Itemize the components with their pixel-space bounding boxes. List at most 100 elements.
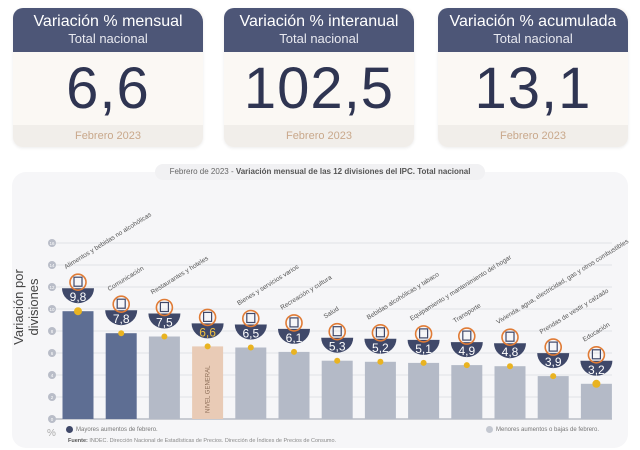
category-label: Recreación y cultura (279, 274, 333, 312)
category-label: Transporte (452, 302, 482, 325)
bar-dot (247, 344, 254, 351)
division-icon-detail (548, 341, 558, 352)
division-icon (155, 298, 174, 317)
division-icon-detail (203, 311, 213, 322)
division-icon-detail (159, 301, 169, 313)
bar-dot (377, 358, 384, 365)
card-subtitle: Total nacional (493, 31, 573, 46)
legend-low: Menores aumentos o bajas de febrero. (486, 426, 599, 433)
card-title: Variación % acumulada (449, 13, 617, 30)
unit-label: % (47, 428, 56, 439)
general-bar-label: NIVEL GENERAL (206, 365, 212, 413)
y-tick-marker (48, 327, 56, 335)
category-label: Restaurantes y hoteles (150, 255, 211, 297)
bar (494, 366, 526, 419)
division-icon (371, 323, 390, 342)
bar-dot (463, 362, 470, 369)
value-badge (278, 328, 310, 344)
division-icon (285, 314, 303, 332)
category-label: Comunicación (107, 265, 146, 293)
division-icon-detail (462, 330, 472, 341)
division-icon (198, 308, 217, 327)
division-icon (501, 328, 519, 347)
value-badge (364, 338, 397, 354)
bar-dot (74, 307, 82, 316)
value-badge (494, 343, 526, 359)
y-tick-label: 14 (49, 263, 55, 268)
division-icon (69, 273, 87, 292)
bar (278, 351, 310, 419)
bar (321, 360, 353, 419)
division-icon-detail (505, 331, 515, 342)
legend-dot-high (66, 426, 73, 433)
card-title: Variación % interanual (239, 13, 399, 30)
division-icon (414, 325, 433, 343)
division-icon-detail (289, 317, 299, 328)
value-badge (407, 339, 440, 355)
value-label: 5,1 (415, 342, 432, 356)
bar (105, 333, 137, 419)
division-icon (544, 338, 563, 356)
y-tick-marker (48, 349, 56, 357)
card-monthly: Variación % mensual Total nacional 6,6 Fe… (13, 8, 203, 147)
category-label: Vivienda, agua, electricidad, gas y otro… (495, 238, 630, 326)
card-value: 13,1 (474, 56, 592, 121)
value-badge (450, 342, 483, 358)
chart-title-date: Febrero de 2023 - (169, 167, 236, 176)
card-value: 102,5 (243, 56, 395, 121)
bar (408, 362, 440, 419)
category-label: Salud (323, 305, 341, 320)
division-icon (112, 295, 130, 314)
value-badge (234, 324, 267, 340)
y-tick-marker (48, 305, 56, 313)
source-text: INDEC. Dirección Nacional de Estadística… (87, 438, 337, 444)
bar (451, 365, 483, 419)
y-tick-label: 8 (51, 329, 54, 334)
category-label: Bebidas alcohólicas y tabaco (366, 271, 441, 322)
bar (148, 336, 180, 419)
value-label: 7,5 (156, 316, 173, 330)
bar-dot (420, 359, 427, 366)
bar-dot (334, 357, 341, 364)
bar (537, 376, 569, 419)
value-label: 3,9 (545, 355, 562, 369)
division-icon-detail (246, 312, 256, 324)
card-cumulative: Variación % acumulada Total nacional 13,1… (438, 8, 628, 147)
card-period: Febrero 2023 (13, 125, 203, 147)
division-icon-detail (419, 328, 429, 339)
y-tick-label: 10 (49, 307, 55, 312)
bar-dot (550, 373, 557, 380)
bar (192, 346, 224, 419)
source-note: Fuente: INDEC. Dirección Nacional de Est… (68, 438, 336, 444)
y-tick-marker (48, 261, 56, 269)
category-label: Educación (582, 321, 612, 343)
value-label: 3,2 (588, 363, 605, 377)
division-icon-detail (116, 298, 126, 309)
y-tick-marker (48, 415, 56, 423)
legend-high-label: Mayores aumentos de febrero. (76, 426, 158, 433)
division-icon (242, 309, 260, 328)
bar (62, 311, 94, 419)
division-icon-detail (332, 326, 342, 337)
division-icon-detail (375, 327, 385, 338)
bar (364, 361, 396, 419)
division-icon (457, 327, 476, 345)
y-tick-label: 6 (51, 351, 54, 356)
legend-low-label: Menores aumentos o bajas de febrero. (496, 426, 600, 433)
legend-dot-low (486, 426, 493, 433)
y-tick-marker (48, 239, 56, 247)
card-subtitle: Total nacional (279, 31, 359, 46)
value-label: 6,1 (286, 331, 303, 345)
division-icon (328, 322, 347, 341)
value-label: 4,9 (458, 344, 475, 358)
value-label: 6,5 (242, 327, 259, 341)
value-label: 5,3 (329, 340, 346, 354)
y-tick-label: 0 (51, 417, 54, 422)
division-icon-detail (73, 276, 83, 287)
source-label: Fuente: (68, 438, 88, 444)
card-subtitle: Total nacional (68, 31, 148, 46)
value-badge (105, 310, 138, 326)
card-title: Variación % mensual (33, 13, 183, 30)
legend-high: Mayores aumentos de febrero. (66, 426, 158, 433)
